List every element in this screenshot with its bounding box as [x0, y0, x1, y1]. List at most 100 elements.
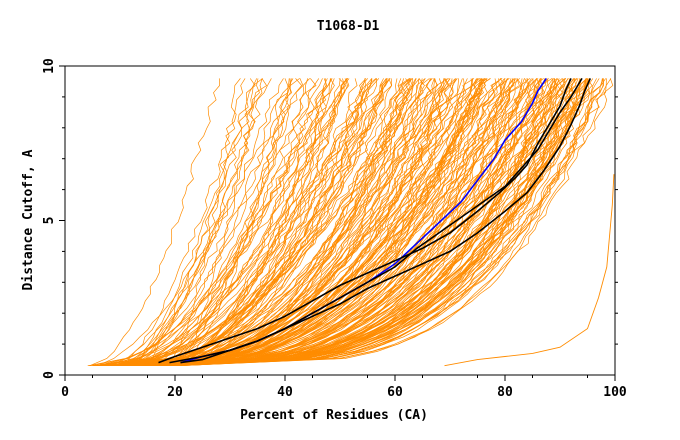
model-curve: [151, 78, 582, 367]
model-curve: [118, 78, 388, 367]
model-curve: [130, 78, 562, 367]
model-curve: [104, 78, 398, 367]
model-curve: [114, 78, 384, 367]
model-curve: [162, 78, 341, 367]
model-curve: [143, 78, 603, 367]
model-curve: [96, 78, 607, 367]
plot-area: [87, 77, 615, 367]
model-curve: [95, 78, 525, 367]
model-curve: [135, 78, 508, 367]
model-curve: [113, 78, 345, 367]
model-curve: [140, 78, 529, 367]
model-curve: [167, 78, 604, 367]
chart-title: T1068-D1: [317, 19, 380, 34]
model-curve: [104, 78, 473, 367]
model-curve: [123, 78, 333, 367]
background-model-curves: [87, 78, 614, 367]
model-curve: [144, 78, 256, 366]
model-curve: [150, 78, 347, 367]
x-tick-label: 100: [603, 385, 627, 400]
model-curve: [181, 78, 612, 367]
model-curve: [139, 78, 388, 367]
model-curve: [126, 78, 372, 367]
model-curve: [154, 78, 614, 367]
model-curve: [107, 78, 512, 367]
model-curve: [106, 78, 514, 367]
model-curve: [134, 78, 413, 367]
model-curve: [116, 78, 300, 367]
model-curve: [110, 78, 320, 367]
x-tick-label: 60: [387, 385, 403, 400]
model-curve: [166, 78, 331, 367]
model-curve: [125, 78, 482, 367]
model-curve: [134, 78, 542, 367]
model-curve: [103, 78, 587, 367]
model-curve: [121, 78, 268, 367]
model-curve: [137, 78, 393, 367]
model-curve: [156, 78, 560, 367]
axis-ticks: 0 20 40 60 80 100 0 5 10: [42, 58, 627, 400]
y-axis-label: Distance Cutoff, A: [21, 149, 36, 290]
model-curve: [126, 78, 328, 367]
model-curve: [118, 78, 246, 366]
model-curve: [133, 78, 514, 367]
outlier-curve: [444, 174, 615, 367]
model-curve: [176, 78, 260, 366]
model-curve: [132, 78, 258, 366]
model-curve: [140, 78, 420, 367]
model-curve: [92, 78, 417, 367]
model-curve: [167, 78, 241, 366]
model-curve: [155, 78, 420, 367]
model-curve: [169, 78, 367, 367]
model-curve: [142, 78, 451, 367]
model-curve: [104, 78, 445, 367]
highlight-black-curve-3: [180, 78, 592, 364]
model-curve: [103, 78, 473, 367]
model-curve: [96, 78, 349, 367]
model-curve: [158, 78, 410, 367]
model-curve: [151, 78, 567, 367]
model-curve: [136, 78, 557, 367]
model-curve: [143, 78, 348, 367]
model-curve: [128, 78, 272, 367]
model-curve: [105, 78, 327, 367]
model-curve: [123, 78, 348, 367]
model-curve: [108, 78, 439, 367]
y-tick-label: 5: [42, 217, 57, 225]
x-tick-label: 40: [277, 385, 293, 400]
model-curve: [87, 78, 546, 367]
model-curve: [163, 78, 549, 367]
model-curve: [121, 78, 502, 367]
x-axis-label: Percent of Residues (CA): [240, 408, 428, 423]
highlight-black-curve-1: [158, 78, 572, 364]
model-curve: [117, 78, 581, 367]
model-curve: [89, 78, 332, 367]
model-curve: [106, 78, 488, 367]
model-curve: [175, 78, 294, 366]
model-curve: [152, 78, 348, 367]
model-curve: [134, 78, 263, 366]
x-tick-label: 20: [167, 385, 183, 400]
model-curve: [144, 78, 606, 367]
model-curve: [100, 78, 424, 367]
model-curve: [89, 78, 220, 367]
model-curve: [98, 78, 377, 367]
model-curve: [114, 78, 431, 367]
model-curve: [153, 78, 468, 367]
y-tick-label: 0: [42, 371, 57, 379]
model-curve: [142, 78, 474, 367]
model-curve: [153, 78, 366, 367]
model-curve: [119, 78, 304, 367]
model-curve: [174, 78, 506, 367]
model-curve: [136, 78, 438, 367]
model-curve: [131, 78, 263, 366]
model-curve: [121, 78, 289, 367]
model-curve: [138, 78, 532, 367]
model-curve: [97, 78, 291, 367]
x-tick-label: 0: [61, 385, 69, 400]
y-tick-label: 10: [42, 58, 57, 74]
model-curve: [145, 78, 587, 367]
model-curve: [126, 78, 597, 367]
model-curve: [120, 78, 579, 367]
